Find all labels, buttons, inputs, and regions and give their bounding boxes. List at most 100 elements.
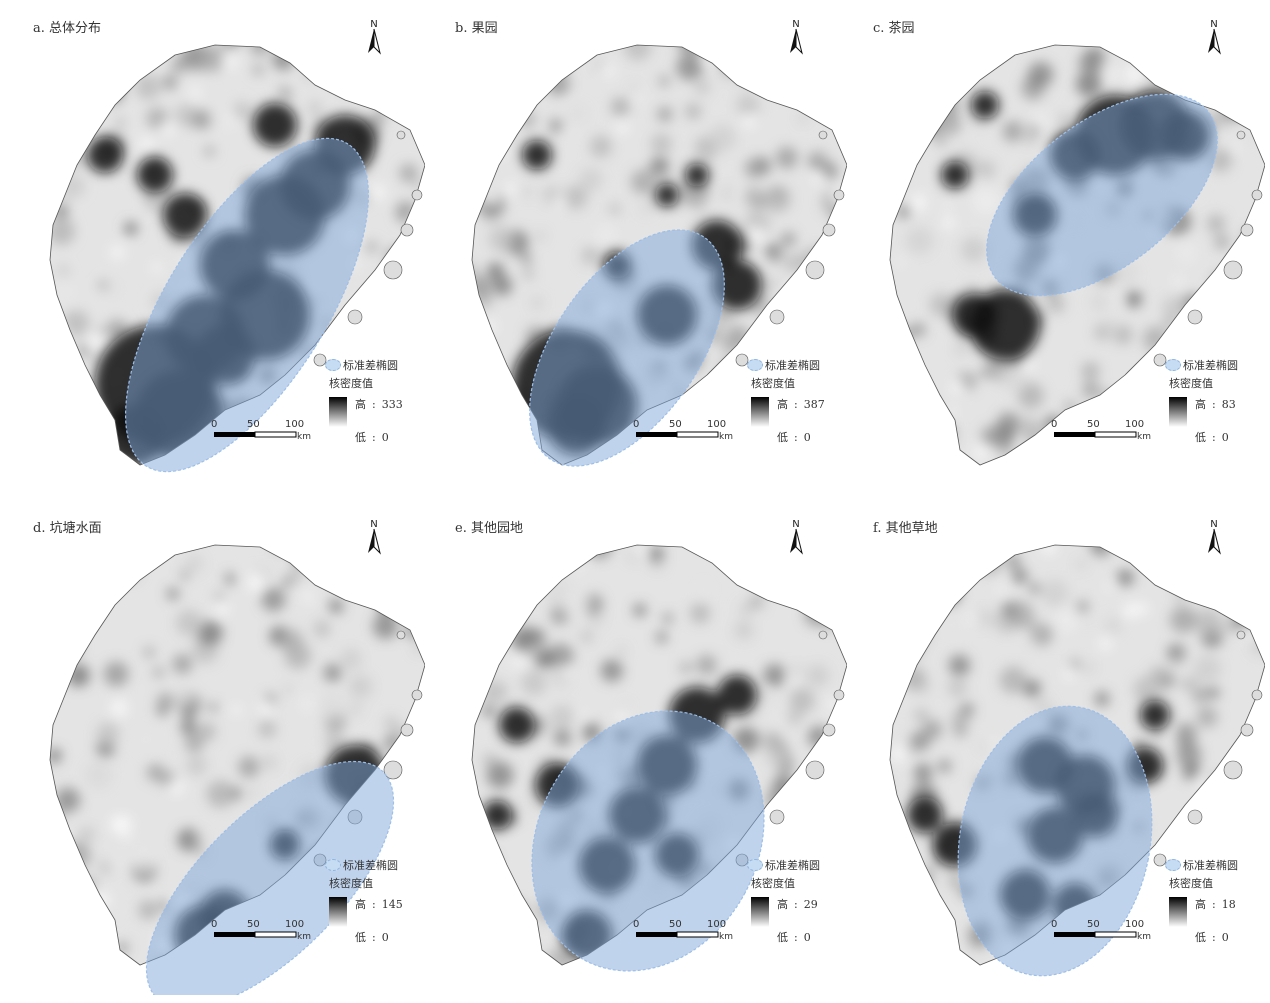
- density-speck: [524, 86, 535, 98]
- island: [818, 630, 828, 640]
- density-speck: [68, 569, 78, 579]
- density-speck: [922, 719, 943, 740]
- density-speck: [1231, 314, 1241, 324]
- density-speck: [1029, 123, 1039, 134]
- density-gap: [1217, 279, 1232, 294]
- legend-high: 高:83: [1195, 398, 1236, 411]
- density-speck: [282, 577, 293, 587]
- island: [822, 723, 836, 737]
- density-speck: [138, 900, 158, 920]
- density-gap: [1237, 101, 1246, 110]
- density-gap: [472, 900, 476, 914]
- density-speck: [208, 702, 218, 712]
- density-speck: [834, 828, 847, 844]
- density-speck: [1176, 742, 1202, 768]
- density-speck: [901, 205, 910, 214]
- scale-tick: 0: [633, 919, 640, 930]
- density-speck: [687, 393, 705, 411]
- density-speck: [1002, 440, 1011, 449]
- density-speck: [777, 57, 803, 84]
- density-speck: [948, 45, 972, 62]
- density-legend-label: 核密度值: [329, 377, 373, 390]
- density-speck: [133, 851, 155, 873]
- density-map: [49, 44, 425, 473]
- density-speck: [734, 396, 746, 408]
- density-speck: [340, 54, 351, 64]
- density-hotspot: [163, 193, 207, 237]
- density-speck: [814, 817, 834, 837]
- density-speck: [1041, 579, 1069, 607]
- density-hotspot: [685, 163, 709, 187]
- density-gap: [814, 784, 823, 793]
- density-speck: [763, 243, 784, 263]
- density-speck: [890, 687, 903, 712]
- north-arrow-icon: N: [781, 517, 811, 557]
- density-speck: [50, 329, 58, 346]
- density-speck: [116, 119, 125, 128]
- density-speck: [676, 45, 703, 54]
- density-speck: [759, 329, 785, 355]
- density-speck: [143, 647, 155, 658]
- density-speck: [966, 284, 976, 293]
- density-speck: [258, 720, 276, 738]
- scale-tick: 0: [211, 919, 218, 930]
- scale-tick: 0: [211, 419, 218, 430]
- island: [1223, 760, 1243, 780]
- density-speck: [795, 565, 824, 594]
- density-speck: [238, 756, 260, 778]
- density-speck: [478, 380, 498, 400]
- density-speck: [252, 63, 265, 76]
- density-gap: [73, 959, 85, 965]
- density-gap: [635, 93, 643, 101]
- density-speck: [1081, 381, 1099, 399]
- island: [400, 723, 414, 737]
- density-gap: [485, 106, 500, 121]
- scale-tick: 50: [1087, 419, 1100, 430]
- density-speck: [167, 588, 179, 600]
- density-speck: [307, 101, 322, 116]
- density-speck: [1002, 120, 1024, 143]
- density-speck: [593, 222, 619, 248]
- density-speck: [174, 103, 197, 127]
- density-speck: [1052, 636, 1063, 647]
- density-speck: [1241, 45, 1265, 70]
- density-speck: [472, 882, 485, 904]
- legend-low: 低:0: [355, 431, 389, 444]
- density-speck: [757, 689, 772, 704]
- density-speck: [890, 633, 893, 645]
- density-gap: [603, 65, 615, 77]
- density-speck: [51, 72, 67, 87]
- density-gap: [94, 892, 110, 908]
- density-speck: [890, 460, 907, 465]
- map-panel: b. 果园 N 标准差椭圆 核密度值高:387 低:0 0 50 100 km: [437, 15, 847, 495]
- density-speck: [781, 232, 796, 247]
- density-speck: [1125, 290, 1143, 308]
- density-speck: [722, 340, 737, 355]
- density-speck: [1174, 240, 1199, 265]
- island: [769, 309, 785, 325]
- scale-unit: km: [297, 932, 311, 942]
- density-speck: [63, 310, 90, 337]
- std-deviational-ellipse: [957, 705, 1153, 977]
- density-speck: [1162, 559, 1178, 574]
- density-speck: [474, 811, 485, 822]
- density-speck: [324, 731, 345, 752]
- density-speck: [937, 956, 946, 965]
- density-speck: [1169, 606, 1197, 634]
- density-gap: [890, 745, 908, 762]
- density-speck: [785, 708, 803, 726]
- density-speck: [905, 618, 918, 631]
- density-gap: [413, 837, 425, 854]
- density-speck: [1089, 62, 1103, 76]
- density-speck: [890, 608, 902, 636]
- density-speck: [156, 705, 168, 717]
- density-speck: [250, 45, 270, 56]
- density-speck: [1123, 387, 1143, 407]
- density-gap: [140, 136, 154, 150]
- density-speck: [348, 702, 362, 716]
- density-speck: [1198, 579, 1214, 595]
- density-speck: [1174, 723, 1197, 746]
- density-gap: [812, 170, 826, 184]
- legend-low: 低:0: [355, 931, 389, 944]
- density-speck: [505, 440, 522, 457]
